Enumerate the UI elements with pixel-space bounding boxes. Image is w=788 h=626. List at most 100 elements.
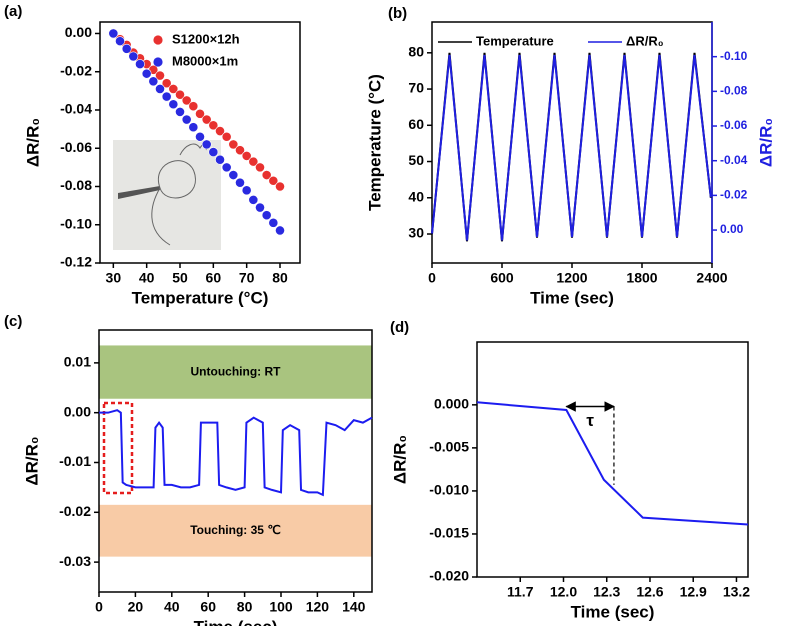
legend-label: ΔR/R₀ [626, 33, 664, 48]
point [115, 36, 125, 47]
point [228, 139, 239, 150]
y-tick-label: 80 [408, 44, 424, 60]
point [188, 122, 199, 133]
y-tick-label: 70 [408, 80, 424, 96]
x-tick-label: 11.7 [507, 584, 534, 600]
x-tick-label: 100 [269, 599, 293, 615]
inset-photo [113, 140, 221, 250]
point [148, 76, 159, 87]
y-tick-label: -0.12 [60, 254, 92, 270]
plot-frame [98, 329, 373, 593]
point [215, 154, 225, 165]
x-tick-label: 0 [428, 270, 436, 286]
point [135, 59, 145, 69]
y-tick-label: -0.015 [429, 525, 469, 541]
plot-frame [476, 341, 749, 578]
y-axis-title: ΔR/R₀ [390, 435, 409, 484]
y-tick-label: 0.01 [64, 354, 91, 370]
point [255, 162, 265, 173]
x-tick-label: 40 [139, 270, 155, 286]
y-tick-label: 50 [408, 152, 424, 168]
point [255, 202, 265, 213]
plot-frame [99, 21, 301, 264]
legend-label: S1200×12h [172, 31, 240, 46]
point [241, 185, 252, 196]
y2-tick-label: -0.10 [720, 49, 748, 63]
y-tick-label: -0.02 [59, 503, 91, 519]
y-tick-label: 0.000 [434, 396, 469, 412]
series-line [99, 409, 373, 497]
point [128, 51, 139, 62]
x-tick-label: 30 [106, 270, 122, 286]
legend-label: M8000×1m [172, 53, 238, 68]
y2-axis-title: ΔR/R₀ [756, 118, 775, 167]
point [261, 170, 272, 180]
point [235, 145, 245, 156]
point [201, 114, 212, 125]
point [155, 84, 165, 94]
panel-label: (d) [390, 319, 409, 336]
x-tick-label: 2400 [696, 270, 727, 286]
point [141, 68, 152, 79]
y2-tick-label: -0.06 [720, 118, 748, 132]
x-axis-title: Time (sec) [530, 288, 614, 307]
point [161, 91, 172, 102]
y2-tick-label: 0.00 [720, 222, 744, 236]
point [181, 114, 192, 125]
y-axis-title: ΔR/R₀ [22, 436, 41, 485]
point [248, 156, 259, 167]
series-line [476, 401, 749, 526]
highlight-box [102, 401, 134, 495]
y-tick-label: 60 [408, 116, 424, 132]
y-tick-label: -0.04 [60, 101, 92, 117]
x-tick-label: 50 [172, 270, 188, 286]
x-tick-label: 12.6 [636, 584, 663, 600]
y2-tick-label: -0.08 [720, 84, 748, 98]
y-tick-label: -0.02 [60, 62, 92, 78]
point [228, 170, 239, 180]
x-axis-title: Time (sec) [194, 617, 278, 626]
y-tick-label: -0.03 [59, 553, 91, 569]
x-tick-label: 70 [239, 270, 255, 286]
y-tick-label: 0.00 [65, 24, 92, 40]
y-tick-label: 30 [408, 225, 424, 241]
point [155, 70, 165, 81]
x-tick-label: 60 [200, 599, 216, 615]
y-tick-label: 40 [408, 188, 424, 204]
point [275, 225, 285, 236]
y-tick-label: -0.005 [429, 439, 469, 455]
annotation-text: τ [586, 411, 594, 430]
band-label: Untouching: RT [191, 364, 282, 378]
panel-label: (c) [4, 313, 22, 330]
point [241, 150, 252, 161]
y-axis-title: Temperature (°C) [365, 74, 384, 211]
point [175, 106, 185, 117]
x-tick-label: 140 [342, 599, 366, 615]
x-tick-label: 1800 [626, 270, 657, 286]
panel-label: (b) [388, 5, 407, 22]
legend-label: Temperature [476, 33, 554, 48]
x-tick-label: 1200 [556, 270, 587, 286]
x-tick-label: 12.3 [593, 584, 620, 600]
x-tick-label: 120 [306, 599, 330, 615]
point [175, 89, 185, 100]
band [99, 504, 372, 557]
band-label: Touching: 35 ℃ [190, 523, 281, 537]
point [221, 131, 232, 142]
y-tick-label: 0.00 [64, 403, 91, 419]
x-axis-title: Time (sec) [571, 602, 655, 621]
x-tick-label: 12.0 [550, 584, 577, 600]
point [215, 126, 225, 136]
x-tick-label: 80 [272, 270, 288, 286]
y-tick-label: -0.01 [59, 453, 91, 469]
y-tick-label: -0.020 [429, 568, 469, 584]
point [275, 181, 285, 192]
point [268, 175, 279, 186]
x-tick-label: 40 [164, 599, 180, 615]
y-tick-label: -0.010 [429, 482, 469, 498]
legend-marker [153, 35, 163, 45]
point [195, 131, 205, 142]
point [208, 147, 219, 157]
